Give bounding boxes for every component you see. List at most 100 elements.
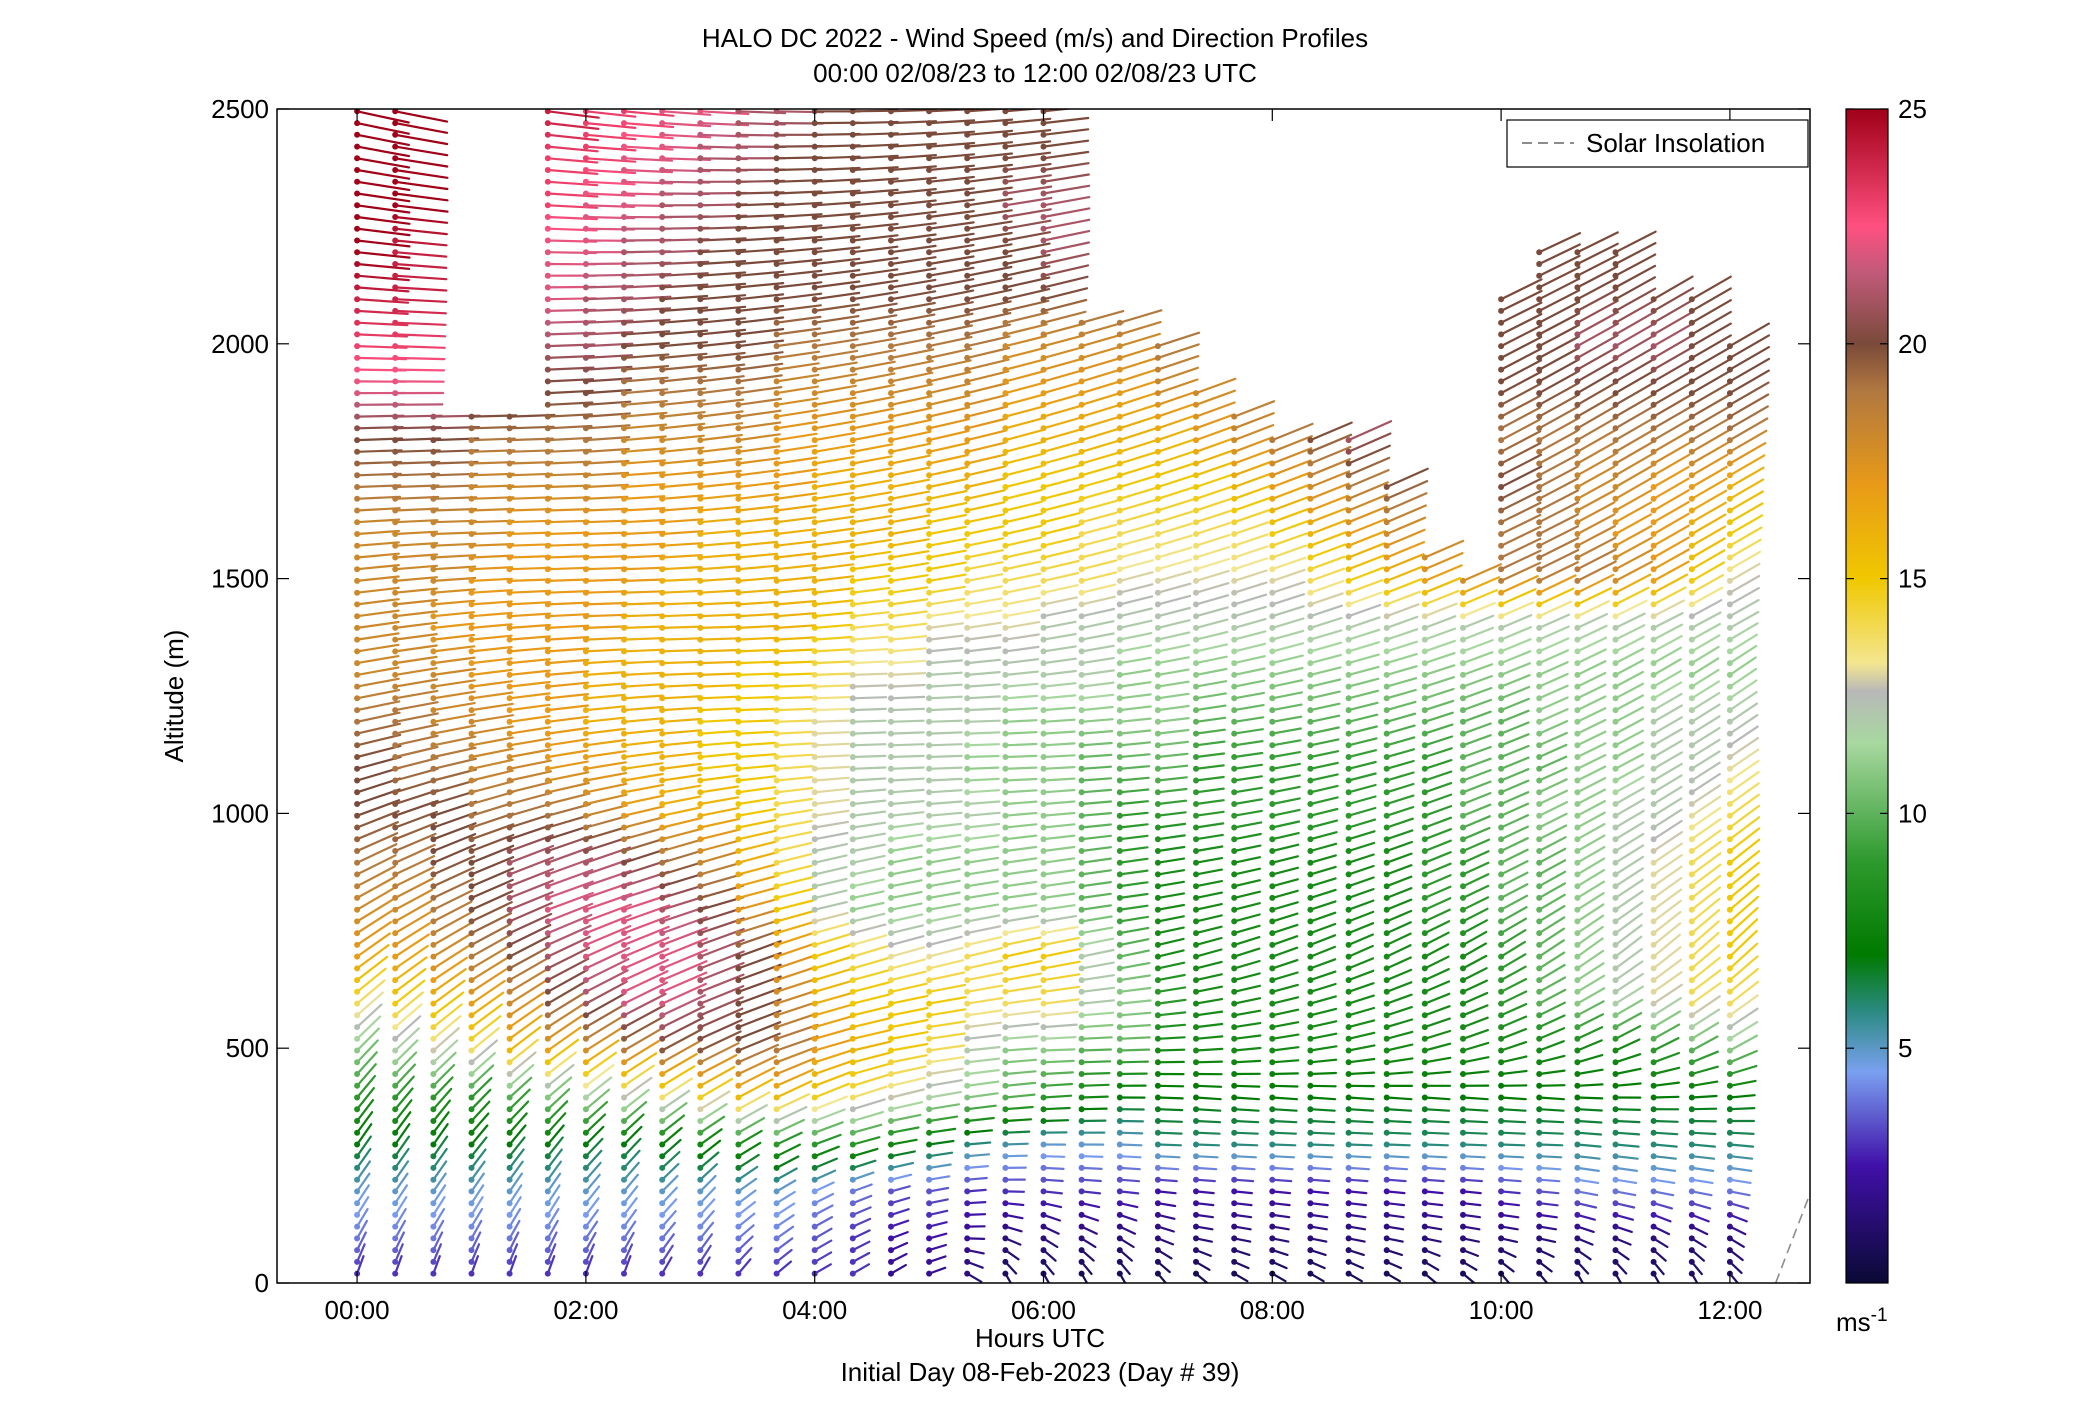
wind-barb: [584, 969, 629, 993]
wind-barb-point: [888, 1012, 894, 1019]
wind-barb: [1118, 846, 1149, 853]
wind-barb-point: [1040, 601, 1047, 608]
wind-barb-point: [888, 1000, 894, 1007]
wind-barb-point: [964, 214, 971, 220]
wind-barb-point: [964, 1071, 971, 1077]
wind-barb: [851, 234, 899, 242]
wind-barb: [394, 215, 449, 224]
wind-barb-point: [1002, 131, 1009, 138]
wind-barb-point: [1231, 484, 1238, 490]
wind-barb-point: [544, 495, 551, 502]
wind-barb: [584, 1220, 599, 1240]
wind-barb-point: [1231, 1270, 1238, 1277]
wind-barb-point: [354, 636, 361, 643]
wind-barb: [1004, 1093, 1036, 1099]
wind-barb: [1080, 356, 1123, 371]
wind-barb-point: [1307, 918, 1314, 925]
wind-barb-point: [1078, 1047, 1085, 1054]
wind-barb-point: [392, 190, 399, 197]
wind-barb: [1080, 765, 1113, 770]
wind-barb: [394, 1087, 414, 1111]
wind-barb: [966, 1092, 999, 1099]
wind-barb: [394, 356, 446, 361]
wind-barb: [1347, 1096, 1375, 1101]
wind-barb-point: [392, 1118, 399, 1124]
wind-barb: [1080, 547, 1118, 559]
wind-barb-point: [735, 109, 742, 115]
wind-barb-point: [659, 531, 666, 537]
wind-barb-point: [1193, 437, 1199, 444]
wind-barb-point: [1040, 671, 1047, 678]
wind-barb-point: [1040, 824, 1047, 831]
wind-barb: [1309, 958, 1337, 970]
wind-barb-point: [964, 883, 971, 890]
wind-barb: [470, 912, 512, 935]
wind-barb-point: [621, 894, 627, 901]
wind-barb: [927, 573, 967, 583]
wind-barb: [927, 359, 972, 371]
wind-barb-point: [926, 331, 933, 338]
wind-barb: [737, 840, 777, 853]
wind-barb: [927, 289, 975, 301]
wind-barb-point: [621, 507, 627, 514]
wind-barb-point: [659, 718, 666, 725]
wind-barb-point: [849, 1176, 856, 1183]
wind-barb: [966, 822, 1001, 829]
wind-barb-point: [849, 272, 856, 279]
wind-barb-point: [544, 777, 551, 784]
wind-barb-point: [621, 965, 627, 972]
wind-barb-point: [354, 448, 361, 455]
wind-barb-point: [1193, 1223, 1199, 1230]
wind-barb: [1080, 451, 1120, 465]
wind-barb: [966, 175, 1013, 183]
wind-barb-point: [926, 507, 933, 514]
wind-barb-point: [773, 109, 780, 115]
wind-barb: [737, 918, 781, 935]
wind-barb-point: [621, 202, 627, 209]
wind-barb: [1156, 704, 1190, 712]
wind-barb-point: [773, 307, 780, 314]
wind-barb: [356, 854, 397, 876]
wind-barb: [546, 1038, 580, 1064]
wind-barb: [851, 923, 887, 935]
wind-barb-point: [1307, 507, 1314, 514]
wind-barb-point: [697, 202, 704, 209]
wind-barb: [1004, 288, 1051, 301]
wind-barb-point: [582, 1118, 589, 1124]
wind-barb-point: [849, 131, 856, 138]
wind-barb: [1347, 603, 1382, 618]
wind-barb-point: [659, 1059, 666, 1066]
wind-barb-point: [1383, 894, 1390, 901]
wind-barb: [889, 833, 924, 841]
wind-barb: [851, 256, 899, 266]
wind-barb: [394, 180, 449, 191]
wind-barb-point: [1383, 1082, 1390, 1089]
wind-barb: [927, 441, 970, 453]
wind-barb-point: [735, 249, 742, 256]
wind-barb-point: [659, 284, 666, 291]
wind-barb: [661, 482, 704, 489]
wind-barb: [1271, 878, 1299, 888]
wind-barb: [508, 957, 549, 982]
wind-barb-point: [392, 988, 399, 995]
wind-barb-point: [811, 1164, 818, 1171]
wind-barb: [1004, 1034, 1039, 1040]
wind-barb-point: [354, 1071, 361, 1077]
wind-barb-point: [926, 965, 933, 972]
wind-barb: [394, 632, 438, 641]
wind-barb: [927, 683, 963, 688]
wind-barb: [1156, 764, 1189, 770]
wind-barb-point: [1193, 472, 1199, 479]
wind-barb-point: [468, 789, 475, 796]
wind-barb-point: [582, 648, 589, 655]
wind-barb-point: [621, 1012, 627, 1019]
wind-barb: [508, 912, 553, 935]
wind-barb: [1004, 730, 1038, 735]
wind-barb-point: [582, 143, 589, 150]
wind-barb: [1347, 749, 1378, 759]
wind-barb-point: [735, 1071, 742, 1077]
wind-barb: [1156, 390, 1198, 406]
wind-barb: [584, 1243, 596, 1264]
wind-barb: [966, 1021, 1003, 1029]
wind-barb-point: [468, 906, 475, 913]
